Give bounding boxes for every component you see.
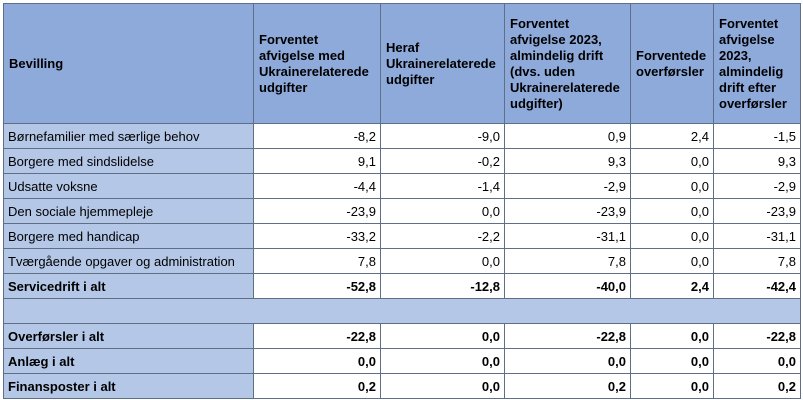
- cell-value: -40,0: [504, 273, 631, 299]
- cell-value: 0,0: [630, 148, 714, 174]
- cell-value: 0,2: [713, 373, 801, 399]
- cell-value: 0,0: [380, 198, 505, 224]
- row-label: Borgere med handicap: [3, 223, 254, 249]
- cell-value: 0,2: [253, 373, 381, 399]
- cell-value: -2,2: [380, 223, 505, 249]
- spacer-cell: [3, 298, 801, 324]
- cell-value: -52,8: [253, 273, 381, 299]
- cell-value: 9,1: [253, 148, 381, 174]
- budget-table: Bevilling Forventet afvigelse med Ukrain…: [3, 3, 801, 399]
- cell-value: -33,2: [253, 223, 381, 249]
- cell-value: 0,0: [380, 348, 505, 374]
- header-row: Bevilling Forventet afvigelse med Ukrain…: [3, 3, 801, 124]
- row-label: Anlæg i alt: [3, 348, 254, 374]
- cell-value: -1,5: [713, 123, 801, 149]
- header-ukraine-udgifter: Heraf Ukrainerelaterede udgifter: [380, 3, 505, 124]
- cell-value: -23,9: [713, 198, 801, 224]
- header-almindelig-drift: Forventet afvigelse 2023, almindelig dri…: [504, 3, 631, 124]
- spacer-row: [3, 298, 801, 324]
- total-row: Overførsler i alt -22,8 0,0 -22,8 0,0 -2…: [3, 323, 801, 349]
- cell-value: 0,0: [630, 348, 714, 374]
- servicedrift-total-row: Servicedrift i alt -52,8 -12,8 -40,0 2,4…: [3, 273, 801, 299]
- cell-value: 0,0: [504, 348, 631, 374]
- cell-value: 7,8: [504, 248, 631, 274]
- cell-value: 0,0: [630, 223, 714, 249]
- cell-value: 0,0: [253, 348, 381, 374]
- table-row: Udsatte voksne -4,4 -1,4 -2,9 0,0 -2,9: [3, 173, 801, 199]
- header-forventet-afvigelse: Forventet afvigelse med Ukrainerelatered…: [253, 3, 381, 124]
- cell-value: 9,3: [504, 148, 631, 174]
- table-row: Den sociale hjemmepleje -23,9 0,0 -23,9 …: [3, 198, 801, 224]
- cell-value: -31,1: [713, 223, 801, 249]
- cell-value: -22,8: [504, 323, 631, 349]
- cell-value: -2,9: [504, 173, 631, 199]
- cell-value: 9,3: [713, 148, 801, 174]
- cell-value: 0,2: [504, 373, 631, 399]
- row-label: Den sociale hjemmepleje: [3, 198, 254, 224]
- cell-value: -8,2: [253, 123, 381, 149]
- cell-value: 0,0: [630, 198, 714, 224]
- cell-value: 2,4: [630, 273, 714, 299]
- row-label: Finansposter i alt: [3, 373, 254, 399]
- cell-value: 0,9: [504, 123, 631, 149]
- row-label: Overførsler i alt: [3, 323, 254, 349]
- cell-value: -0,2: [380, 148, 505, 174]
- cell-value: 0,0: [380, 323, 505, 349]
- table-row: Tværgående opgaver og administration 7,8…: [3, 248, 801, 274]
- cell-value: -2,9: [713, 173, 801, 199]
- row-label: Servicedrift i alt: [3, 273, 254, 299]
- cell-value: 7,8: [253, 248, 381, 274]
- header-efter-overforsler: Forventet afvigelse 2023, almindelig dri…: [713, 3, 801, 124]
- header-bevilling: Bevilling: [3, 3, 254, 124]
- cell-value: 0,0: [713, 348, 801, 374]
- cell-value: -12,8: [380, 273, 505, 299]
- cell-value: 0,0: [380, 248, 505, 274]
- cell-value: 0,0: [630, 373, 714, 399]
- cell-value: 0,0: [630, 248, 714, 274]
- row-label: Udsatte voksne: [3, 173, 254, 199]
- cell-value: -22,8: [253, 323, 381, 349]
- row-label: Tværgående opgaver og administration: [3, 248, 254, 274]
- table-row: Børnefamilier med særlige behov -8,2 -9,…: [3, 123, 801, 149]
- cell-value: 2,4: [630, 123, 714, 149]
- cell-value: -22,8: [713, 323, 801, 349]
- header-overforsler: Forventede overførsler: [630, 3, 714, 124]
- cell-value: 0,0: [630, 323, 714, 349]
- total-row: Anlæg i alt 0,0 0,0 0,0 0,0 0,0: [3, 348, 801, 374]
- cell-value: -1,4: [380, 173, 505, 199]
- cell-value: -23,9: [253, 198, 381, 224]
- row-label: Børnefamilier med særlige behov: [3, 123, 254, 149]
- cell-value: -23,9: [504, 198, 631, 224]
- row-label: Borgere med sindslidelse: [3, 148, 254, 174]
- total-row: Finansposter i alt 0,2 0,0 0,2 0,0 0,2: [3, 373, 801, 399]
- table-row: Borgere med handicap -33,2 -2,2 -31,1 0,…: [3, 223, 801, 249]
- cell-value: -9,0: [380, 123, 505, 149]
- table-row: Borgere med sindslidelse 9,1 -0,2 9,3 0,…: [3, 148, 801, 174]
- cell-value: 7,8: [713, 248, 801, 274]
- cell-value: 0,0: [630, 173, 714, 199]
- cell-value: -4,4: [253, 173, 381, 199]
- cell-value: -42,4: [713, 273, 801, 299]
- cell-value: 0,0: [380, 373, 505, 399]
- cell-value: -31,1: [504, 223, 631, 249]
